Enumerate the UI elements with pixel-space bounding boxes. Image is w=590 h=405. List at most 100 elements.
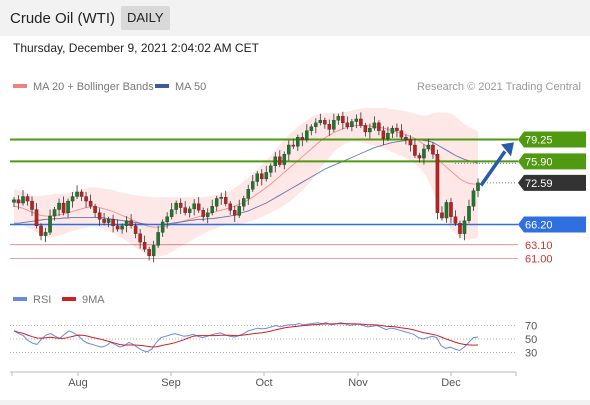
ma50-legend-label: MA 50 xyxy=(175,81,206,93)
candle-body xyxy=(350,121,354,127)
candle-body xyxy=(381,130,386,139)
rsi-legend-label: RSI xyxy=(33,294,51,306)
candle-body xyxy=(255,173,260,182)
candle-body xyxy=(151,245,156,256)
rsi-legend-swatch xyxy=(13,297,27,301)
candle-body xyxy=(232,210,237,216)
candle-body xyxy=(138,233,142,243)
x-tick-Sep: Sep xyxy=(161,377,181,389)
candle-body xyxy=(66,200,70,213)
candle-body xyxy=(228,203,232,211)
candle-body xyxy=(115,225,120,230)
candle-body xyxy=(408,139,413,146)
price-chart: Thursday, December 9, 2021 2:04:02 AM CE… xyxy=(10,41,586,389)
candle-body xyxy=(426,144,431,150)
timeframe-badge[interactable]: DAILY xyxy=(121,6,170,30)
candle-body xyxy=(444,202,449,219)
candle-body xyxy=(174,202,178,210)
candle-body xyxy=(323,120,327,125)
candle-body xyxy=(142,241,147,250)
candle-body xyxy=(21,196,25,204)
bollinger-legend-swatch xyxy=(13,84,27,88)
x-tick-Aug: Aug xyxy=(68,377,88,389)
candle-body xyxy=(214,198,219,207)
candle-body xyxy=(260,173,264,180)
candle-body xyxy=(111,219,115,227)
candle-body xyxy=(39,225,43,236)
candle-body xyxy=(300,137,305,140)
candle-body xyxy=(70,196,75,202)
candle-body xyxy=(462,220,467,234)
level-tag-66.20[interactable] xyxy=(518,216,586,233)
candle-body xyxy=(237,206,241,216)
rsi-ma-legend-label: 9MA xyxy=(82,294,105,306)
instrument-title: Crude Oil (WTI) xyxy=(10,10,115,27)
level-tag-75.90[interactable] xyxy=(518,153,586,170)
candle-body xyxy=(309,126,314,131)
rsi-ma-line xyxy=(13,323,479,348)
candle-body xyxy=(269,165,273,173)
bollinger-band-area xyxy=(14,107,478,258)
candle-body xyxy=(345,122,350,127)
candle-body xyxy=(183,207,187,213)
candle-body xyxy=(61,202,66,213)
candle-body xyxy=(296,137,300,147)
chart-panel: Thursday, December 9, 2021 2:04:02 AM CE… xyxy=(0,36,590,400)
candle-body xyxy=(435,153,440,213)
candle-body xyxy=(246,189,251,199)
level-label-75.90: 75.90 xyxy=(525,156,553,168)
level-tag-72.59[interactable] xyxy=(518,174,586,191)
candle-body xyxy=(25,196,30,202)
candle-body xyxy=(359,118,363,126)
candle-body xyxy=(156,232,160,246)
candle-body xyxy=(287,144,291,155)
candle-body xyxy=(395,127,399,131)
candle-body xyxy=(404,137,408,140)
candle-body xyxy=(169,209,174,217)
rsi-tick-30: 30 xyxy=(525,348,537,360)
candle-body xyxy=(219,197,223,199)
level-label-66.20: 66.20 xyxy=(525,220,553,232)
candle-body xyxy=(93,206,97,213)
level-tag-79.25[interactable] xyxy=(518,131,586,148)
candle-body xyxy=(264,172,269,180)
forecast-arrow-shaft xyxy=(479,150,507,187)
candle-body xyxy=(201,210,205,217)
header-bar: Crude Oil (WTI) DAILY xyxy=(0,0,590,36)
candle-body xyxy=(75,191,79,197)
candle-body xyxy=(386,133,390,139)
level-label-63.10: 63.10 xyxy=(525,240,553,252)
candle-body xyxy=(34,209,39,227)
candle-body xyxy=(223,197,228,204)
candle-body xyxy=(413,144,417,156)
candle-body xyxy=(431,144,435,155)
candle-body xyxy=(241,198,246,207)
x-tick-Oct: Oct xyxy=(255,377,272,389)
candle-body xyxy=(332,120,336,130)
forecast-arrow-head xyxy=(501,142,514,157)
candle-body xyxy=(422,148,426,159)
bollinger-legend-label: MA 20 + Bollinger Bands xyxy=(33,81,154,93)
candle-body xyxy=(278,156,282,165)
candle-body xyxy=(251,181,255,190)
candle-body xyxy=(16,199,21,204)
candle-body xyxy=(327,124,332,130)
candle-body xyxy=(318,120,323,124)
x-tick-Dec: Dec xyxy=(441,377,461,389)
candle-body xyxy=(129,220,133,227)
candle-body xyxy=(305,130,309,140)
candle-body xyxy=(160,221,165,233)
candle-body xyxy=(458,223,462,234)
candle-body xyxy=(372,122,377,129)
level-label-72.59: 72.59 xyxy=(525,178,553,190)
candle-body xyxy=(147,249,151,256)
candle-body xyxy=(417,155,422,159)
candle-body xyxy=(336,116,341,121)
x-tick-Nov: Nov xyxy=(348,377,368,389)
candle-body xyxy=(377,122,381,131)
candle-body xyxy=(467,206,471,221)
candle-body xyxy=(341,116,345,124)
candle-body xyxy=(390,127,395,134)
